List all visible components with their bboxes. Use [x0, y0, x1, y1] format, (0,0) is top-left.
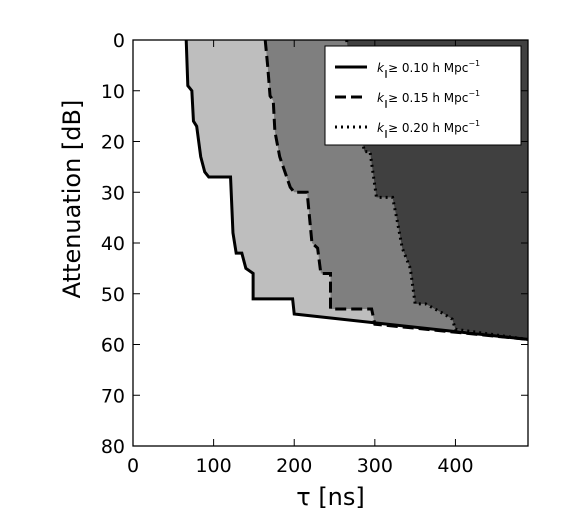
series-line-1 [184, 40, 528, 341]
y-tick-label: 0 [113, 30, 125, 52]
y-tick-label: 60 [101, 335, 125, 357]
x-tick-label: 300 [357, 455, 393, 477]
y-tick-label: 50 [101, 284, 125, 306]
y-tick-label: 40 [101, 233, 125, 255]
y-tick-label: 70 [101, 385, 125, 407]
x-tick-label: 0 [127, 455, 139, 477]
legend-k: k [377, 91, 385, 105]
y-tick-label: 20 [101, 132, 125, 154]
legend-rest: ≥ 0.10 h Mpc [388, 61, 468, 75]
x-tick-label: 100 [195, 455, 231, 477]
legend-sup: −1 [468, 89, 480, 98]
series-line-3 [345, 40, 528, 341]
legend-sup: −1 [468, 59, 480, 68]
x-tick-label: 200 [276, 455, 312, 477]
y-tick-label: 10 [101, 81, 125, 103]
legend: k∥≥ 0.10 h Mpc−1k∥≥ 0.15 h Mpc−1k∥≥ 0.20… [324, 45, 522, 146]
legend-rest: ≥ 0.15 h Mpc [388, 91, 468, 105]
legend-label-1: k∥≥ 0.10 h Mpc−1 [377, 59, 480, 78]
legend-label-3: k∥≥ 0.20 h Mpc−1 [377, 119, 480, 138]
y-tick-label: 80 [101, 436, 125, 458]
legend-sup: −1 [468, 119, 480, 128]
axes: 0 100 200 300 400 0 10 20 30 40 50 60 70 80 τ [ns] Atte… [58, 30, 529, 511]
legend-sub: ∥ [384, 129, 388, 138]
series-line-2 [263, 40, 528, 341]
x-tick-label: 400 [437, 455, 473, 477]
y-axis-label: Attenuation [dB] [58, 100, 86, 299]
x-axis-label: τ [ns] [296, 483, 365, 511]
y-tick-label: 30 [101, 182, 125, 204]
legend-sub: ∥ [384, 69, 388, 78]
legend-k: k [377, 61, 385, 75]
legend-label-2: k∥≥ 0.15 h Mpc−1 [377, 89, 480, 108]
legend-k: k [377, 121, 385, 135]
legend-sub: ∥ [384, 99, 388, 108]
legend-rest: ≥ 0.20 h Mpc [388, 121, 468, 135]
